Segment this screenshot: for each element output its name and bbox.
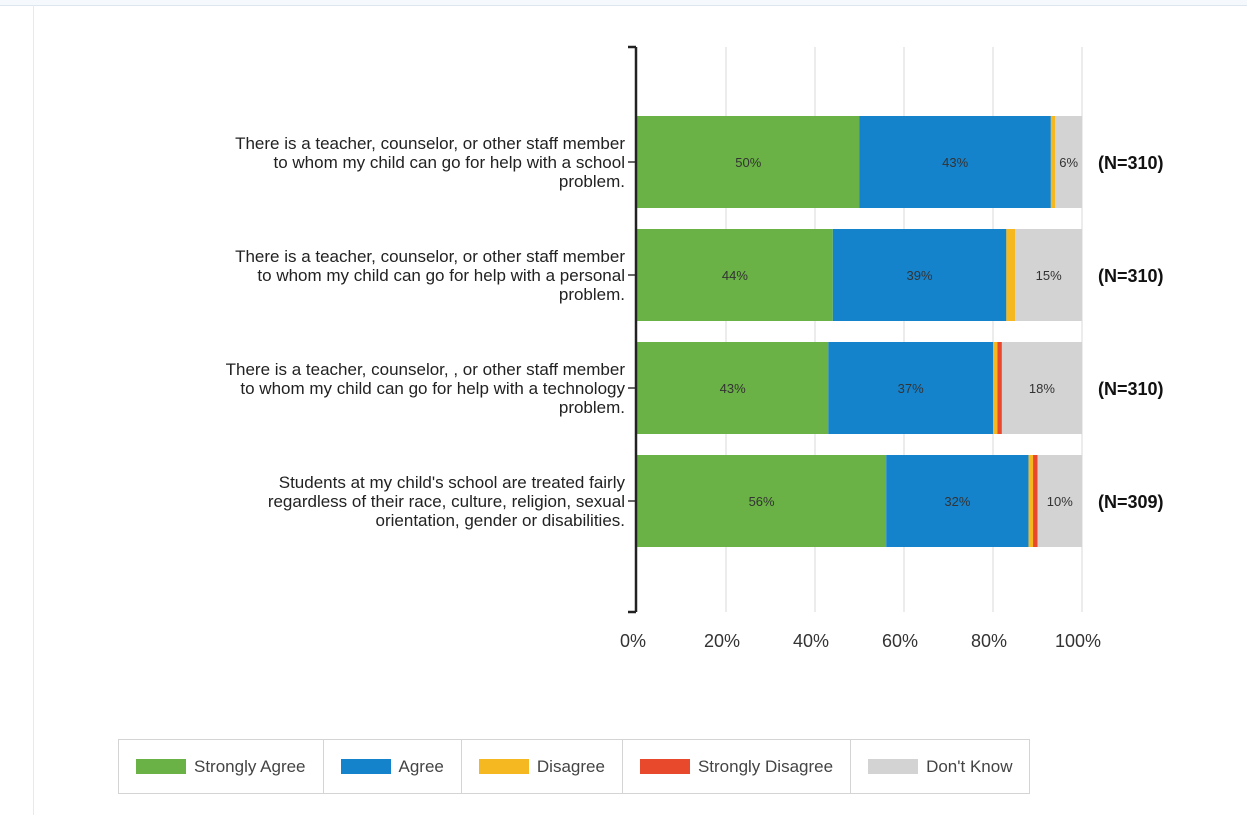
bar-segment: [1050, 116, 1056, 208]
bar-segment: [637, 342, 829, 434]
bar-segment: [637, 229, 833, 321]
x-tick-label: 60%: [882, 631, 918, 651]
legend-swatch: [639, 759, 690, 774]
x-tick-label: 40%: [793, 631, 829, 651]
legend-swatch: [868, 759, 919, 774]
legend-item: Strongly Disagree: [623, 740, 852, 793]
bar-segment: [1001, 342, 1082, 434]
category-label: to whom my child can go for help with a …: [257, 266, 625, 285]
bar-segment: [637, 116, 860, 208]
legend-label: Strongly Agree: [194, 756, 306, 776]
x-tick-label: 100%: [1055, 631, 1101, 651]
legend-swatch: [136, 759, 186, 774]
category-label: problem.: [559, 172, 625, 191]
data-label: 50%: [735, 155, 761, 170]
bar-segment: [1037, 455, 1082, 547]
x-tick-label: 80%: [971, 631, 1007, 651]
data-label: 6%: [1059, 155, 1078, 170]
data-label: 56%: [749, 494, 775, 509]
data-label: 43%: [720, 381, 746, 396]
category-label: problem.: [559, 285, 625, 304]
data-label: 15%: [1036, 268, 1062, 283]
x-tick-label: 20%: [704, 631, 740, 651]
bar-segment: [1033, 455, 1038, 547]
category-label: There is a teacher, counselor, , or othe…: [226, 360, 626, 379]
data-label: 18%: [1029, 381, 1055, 396]
count-label: (N=310): [1098, 266, 1164, 286]
category-label: Students at my child's school are treate…: [279, 473, 626, 492]
window-top-strip: [0, 0, 1247, 6]
bar-segment: [997, 342, 1002, 434]
data-label: 32%: [944, 494, 970, 509]
bar-segment: [1015, 229, 1082, 321]
data-label: 44%: [722, 268, 748, 283]
legend-label: Don't Know: [926, 756, 1013, 776]
legend-item: Disagree: [462, 740, 623, 793]
bar-segment: [828, 342, 993, 434]
count-label: (N=310): [1098, 379, 1164, 399]
stacked-bar-chart: 50% 43% 6% There is a teacher, counselor, o…: [226, 45, 1164, 651]
data-label: 10%: [1047, 494, 1073, 509]
legend-label: Strongly Disagree: [697, 756, 834, 776]
window-left-border: [33, 5, 34, 815]
legend-item: Don't Know: [851, 740, 1029, 793]
legend-item: Agree: [324, 740, 462, 793]
category-label: orientation, gender or disabilities.: [376, 511, 625, 530]
chart-legend: Strongly Agree Agree Disagree Strongly Disa…: [118, 739, 1031, 794]
legend-swatch: [478, 759, 529, 774]
category-label: regardless of their race, culture, relig…: [268, 492, 625, 511]
count-label: (N=310): [1098, 153, 1164, 173]
bar-segment: [993, 342, 998, 434]
bar-segment: [1028, 455, 1034, 547]
bar-segment: [1055, 116, 1082, 208]
bar-segment: [859, 116, 1051, 208]
bar-segment: [637, 455, 887, 547]
data-label: 43%: [942, 155, 968, 170]
data-label: 39%: [907, 268, 933, 283]
bar-segment: [832, 229, 1007, 321]
legend-label: Disagree: [536, 756, 605, 776]
x-tick-label: 0%: [620, 631, 646, 651]
bar-segment: [1006, 229, 1016, 321]
category-label: There is a teacher, counselor, or other …: [235, 247, 625, 266]
legend-item: Strongly Agree: [119, 740, 324, 793]
category-label: There is a teacher, counselor, or other …: [235, 134, 625, 153]
legend-label: Agree: [398, 756, 444, 776]
category-label: to whom my child can go for help with a …: [273, 153, 625, 172]
category-label: to whom my child can go for help with a …: [240, 379, 625, 398]
bar-segment: [886, 455, 1029, 547]
count-label: (N=309): [1098, 492, 1164, 512]
category-label: problem.: [559, 398, 625, 417]
legend-swatch: [340, 759, 391, 774]
data-label: 37%: [898, 381, 924, 396]
